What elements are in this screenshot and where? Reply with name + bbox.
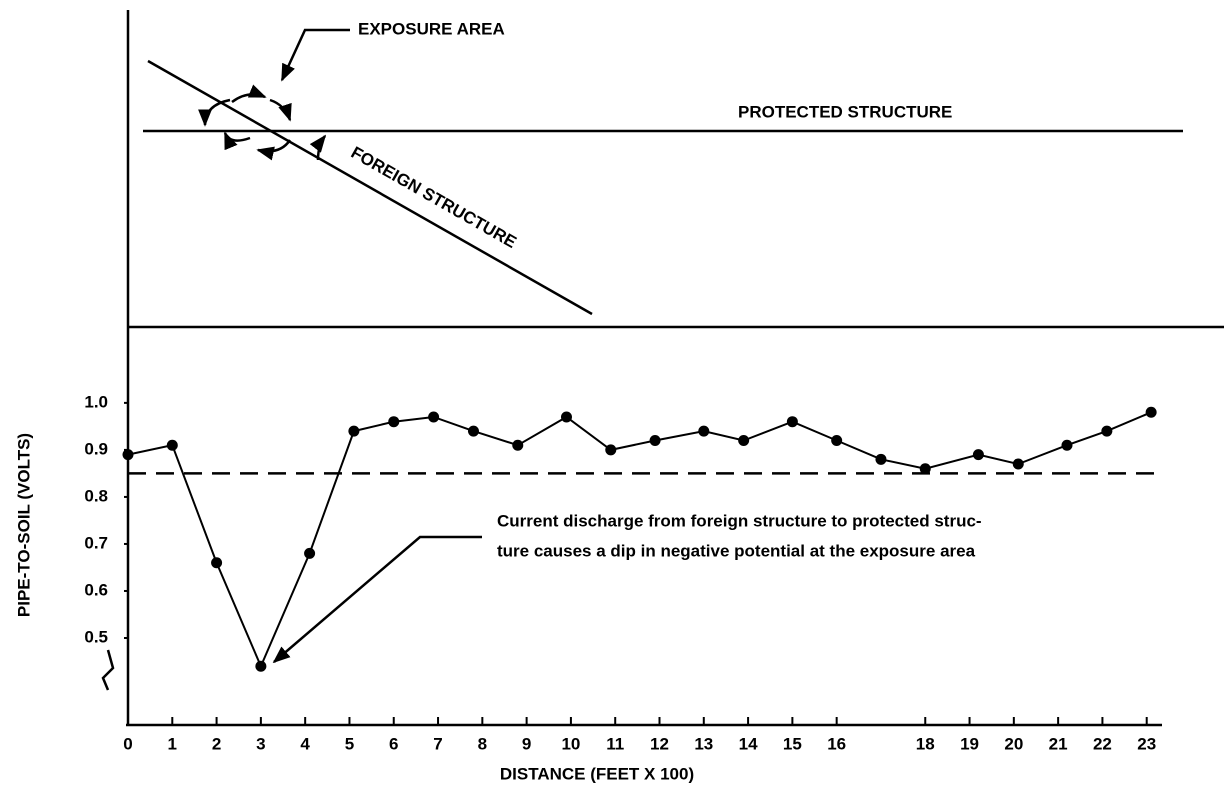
data-point bbox=[875, 453, 887, 465]
data-point bbox=[388, 416, 400, 428]
data-point bbox=[786, 416, 798, 428]
x-tick-label: 1 bbox=[168, 734, 177, 753]
data-point bbox=[467, 425, 479, 437]
current-arrow bbox=[256, 139, 292, 161]
data-point bbox=[122, 449, 134, 461]
data-point bbox=[698, 425, 710, 437]
x-tick-label: 3 bbox=[256, 734, 265, 753]
y-tick-label: 0.6 bbox=[84, 580, 108, 599]
current-arrow bbox=[309, 134, 327, 161]
data-point bbox=[560, 411, 572, 423]
x-tick-label: 10 bbox=[561, 734, 580, 753]
exposure-label: EXPOSURE AREA bbox=[358, 19, 505, 38]
annotation: ture causes a dip in negative potential … bbox=[497, 541, 976, 560]
data-point bbox=[348, 425, 360, 437]
data-point bbox=[972, 449, 984, 461]
x-tick-label: 4 bbox=[300, 734, 310, 753]
x-tick-label: 14 bbox=[739, 734, 758, 753]
current-arrow bbox=[198, 98, 231, 127]
annotation: Current discharge from foreign structure… bbox=[497, 511, 982, 530]
x-tick-label: 23 bbox=[1137, 734, 1156, 753]
x-tick-label: 13 bbox=[694, 734, 713, 753]
y-tick-label: 1.0 bbox=[84, 392, 108, 411]
data-point bbox=[428, 411, 440, 423]
exposure-arrow bbox=[280, 28, 350, 82]
x-tick-label: 21 bbox=[1049, 734, 1068, 753]
x-tick-label: 2 bbox=[212, 734, 221, 753]
x-tick-label: 20 bbox=[1004, 734, 1023, 753]
foreign-structure bbox=[147, 59, 593, 316]
data-line bbox=[127, 411, 1152, 669]
x-tick-label: 9 bbox=[522, 734, 531, 753]
y-axis-label: PIPE-TO-SOIL (VOLTS) bbox=[14, 433, 33, 617]
data-point bbox=[512, 439, 524, 451]
data-point bbox=[304, 547, 316, 559]
data-point bbox=[919, 463, 931, 475]
x-tick-label: 6 bbox=[389, 734, 398, 753]
annotation-arrow bbox=[272, 535, 482, 664]
axis-break bbox=[101, 649, 115, 691]
x-tick-label: 15 bbox=[783, 734, 802, 753]
x-tick-label: 16 bbox=[827, 734, 846, 753]
data-point bbox=[831, 435, 843, 447]
foreign-label: FOREIGN STRUCTURE bbox=[348, 143, 520, 252]
data-point bbox=[1061, 439, 1073, 451]
y-tick-label: 0.7 bbox=[84, 533, 108, 552]
data-point bbox=[1012, 458, 1024, 470]
data-point bbox=[605, 444, 617, 456]
data-point bbox=[166, 439, 178, 451]
current-arrow bbox=[223, 131, 251, 151]
x-tick-label: 18 bbox=[916, 734, 935, 753]
y-tick-label: 0.5 bbox=[84, 627, 108, 646]
data-point bbox=[211, 557, 223, 569]
x-axis-label: DISTANCE (FEET X 100) bbox=[500, 764, 694, 783]
data-point bbox=[738, 435, 750, 447]
y-tick-label: 0.8 bbox=[84, 486, 108, 505]
data-point bbox=[1145, 406, 1157, 418]
x-tick-label: 22 bbox=[1093, 734, 1112, 753]
x-tick-label: 8 bbox=[478, 734, 487, 753]
x-tick-label: 11 bbox=[606, 734, 624, 753]
x-tick-label: 0 bbox=[123, 734, 132, 753]
y-tick-label: 0.9 bbox=[84, 439, 108, 458]
current-arrow bbox=[231, 84, 267, 104]
x-tick-label: 5 bbox=[345, 734, 354, 753]
x-tick-label: 12 bbox=[650, 734, 669, 753]
current-arrow bbox=[269, 98, 292, 122]
x-tick-label: 19 bbox=[960, 734, 979, 753]
data-point bbox=[649, 435, 661, 447]
x-tick-label: 7 bbox=[433, 734, 442, 753]
data-point bbox=[255, 660, 267, 672]
data-point bbox=[1101, 425, 1113, 437]
protected-label: PROTECTED STRUCTURE bbox=[738, 102, 952, 121]
